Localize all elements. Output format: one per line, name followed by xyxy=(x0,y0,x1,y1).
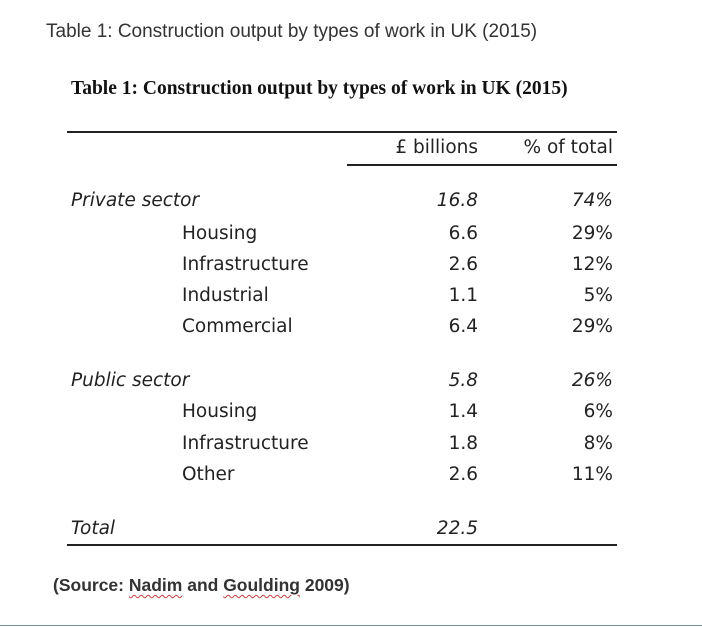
column-header-percent: % of total xyxy=(523,137,613,158)
row-value-billions: 6.6 xyxy=(448,223,478,244)
row-value-billions: 16.8 xyxy=(436,190,478,211)
row-value-percent: 6% xyxy=(583,401,613,422)
table-bottom-rule xyxy=(67,544,617,546)
row-value-percent: 74% xyxy=(571,190,613,211)
row-value-percent: 26% xyxy=(571,370,613,391)
row-value-billions: 2.6 xyxy=(448,464,478,485)
row-value-percent: 29% xyxy=(571,223,613,244)
source-close: 2009) xyxy=(299,575,350,595)
row-value-billions: 5.8 xyxy=(448,370,478,391)
row-value-billions: 6.4 xyxy=(448,316,478,337)
row-label-housing: Housing xyxy=(182,223,258,244)
page-caption: Table 1: Construction output by types of… xyxy=(46,21,538,42)
row-label-housing: Housing xyxy=(182,401,258,422)
row-value-billions: 1.1 xyxy=(448,285,478,306)
source-author-1: Nadim xyxy=(128,575,183,595)
row-label-infrastructure: Infrastructure xyxy=(182,433,309,454)
row-label-other: Other xyxy=(182,464,235,485)
row-value-percent: 11% xyxy=(571,464,613,485)
row-value-percent: 5% xyxy=(583,285,613,306)
source-and: and xyxy=(182,575,224,595)
row-label-infrastructure: Infrastructure xyxy=(182,254,309,275)
row-value-percent: 8% xyxy=(583,433,613,454)
table-title: Table 1: Construction output by types of… xyxy=(71,78,568,99)
row-label-total: Total xyxy=(71,518,116,539)
row-value-billions: 1.4 xyxy=(448,401,478,422)
row-value-percent: 12% xyxy=(571,254,613,275)
row-value-percent: 29% xyxy=(571,316,613,337)
row-value-billions: 1.8 xyxy=(448,433,478,454)
column-header-billions: £ billions xyxy=(395,137,478,158)
row-label-private-sector: Private sector xyxy=(71,190,200,211)
row-label-industrial: Industrial xyxy=(182,285,269,306)
page-bottom-divider xyxy=(0,625,702,626)
source-author-2: Goulding xyxy=(223,575,300,595)
table-top-rule xyxy=(67,131,617,133)
row-value-billions: 2.6 xyxy=(448,254,478,275)
header-underline-rule xyxy=(347,164,617,166)
source-citation: (Source: Nadim and Goulding 2009) xyxy=(53,575,350,596)
row-value-billions-total: 22.5 xyxy=(436,518,478,539)
source-open: (Source: xyxy=(53,575,129,595)
row-label-commercial: Commercial xyxy=(182,316,293,337)
row-label-public-sector: Public sector xyxy=(71,370,190,391)
